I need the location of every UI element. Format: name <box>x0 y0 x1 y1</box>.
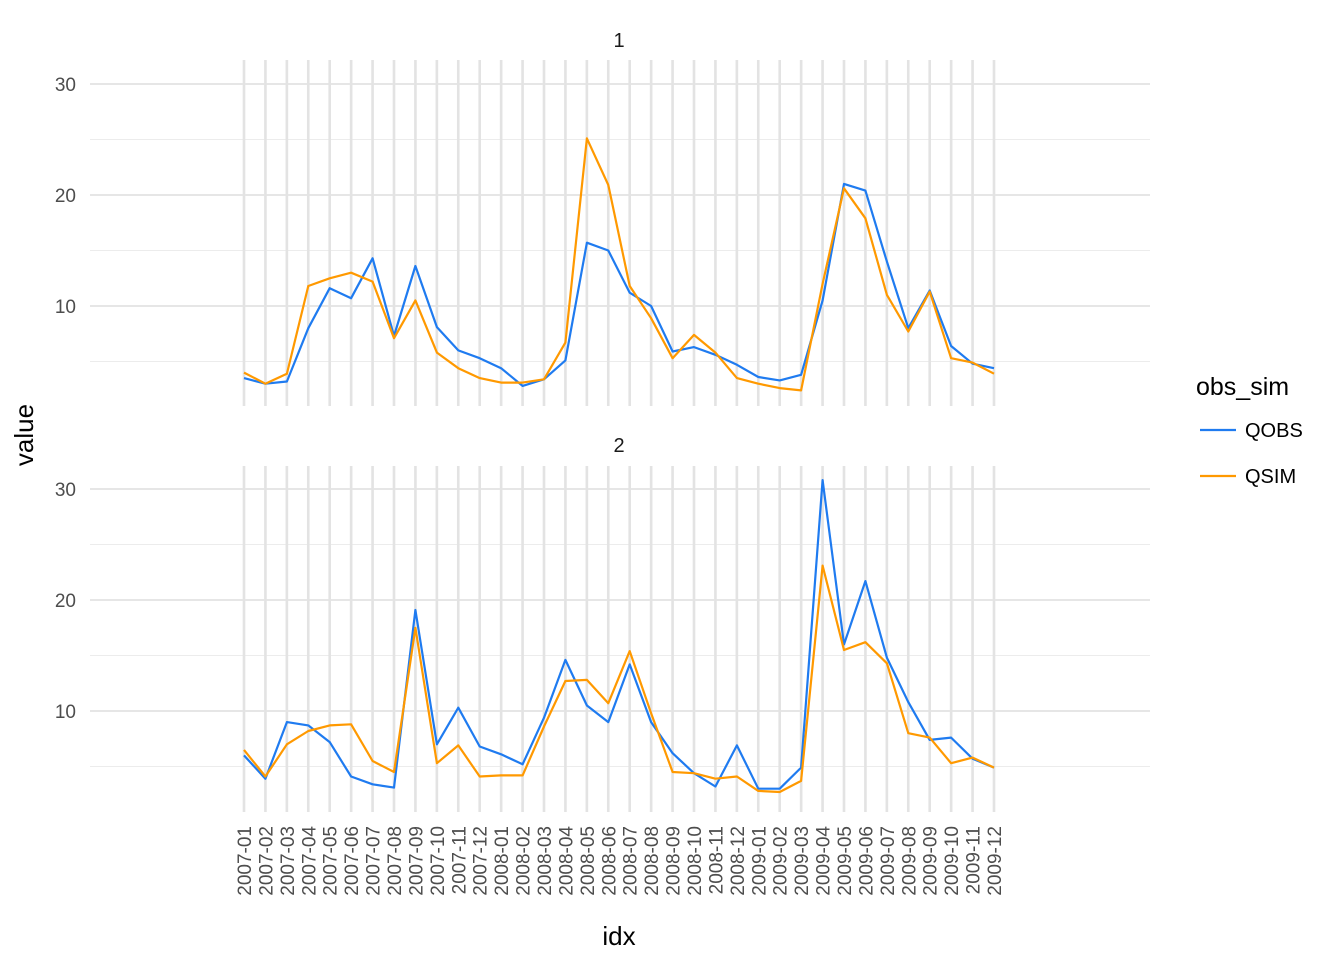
legend: obs_sim QOBS QSIM <box>1196 373 1303 488</box>
x-tick-label: 2007-11 <box>449 826 470 894</box>
x-axis: 2007-01 2007-02 2007-03 2007-04 2007-05 2007-… <box>235 826 1006 896</box>
x-tick-label: 2008-01 <box>492 826 513 896</box>
x-tick-label: 2008-09 <box>664 826 685 896</box>
panel-1: 1 10 20 30 <box>55 30 1150 406</box>
legend-label-qsim: QSIM <box>1245 466 1296 488</box>
x-tick-label: 2009-07 <box>878 826 899 896</box>
x-tick-label: 2007-01 <box>235 826 256 896</box>
series-line-qsim <box>243 137 995 392</box>
x-axis-title: idx <box>602 921 635 951</box>
y-tick-label: 10 <box>55 297 76 318</box>
x-tick-label: 2007-08 <box>385 826 406 896</box>
y-axis-title: value <box>9 404 39 466</box>
x-tick-label: 2008-12 <box>728 826 749 896</box>
panel-2: 2 10 20 30 <box>55 435 1150 812</box>
x-tick-label: 2009-05 <box>835 826 856 896</box>
series-line-qobs <box>243 479 995 790</box>
y-tick-label: 10 <box>55 702 76 723</box>
panel-strip-label: 2 <box>613 435 624 457</box>
x-tick-label: 2009-12 <box>985 826 1006 896</box>
x-tick-label: 2007-04 <box>299 826 320 896</box>
x-tick-label: 2007-03 <box>278 826 299 896</box>
x-tick-label: 2008-10 <box>685 826 706 896</box>
x-tick-label: 2008-06 <box>599 826 620 896</box>
x-tick-label: 2009-01 <box>749 826 770 896</box>
x-tick-label: 2008-04 <box>556 826 577 896</box>
panel-strip-label: 1 <box>613 30 624 52</box>
x-tick-label: 2007-06 <box>342 826 363 896</box>
x-tick-label: 2007-10 <box>428 826 449 896</box>
x-tick-label: 2007-05 <box>321 826 342 896</box>
x-tick-label: 2007-07 <box>364 826 385 896</box>
x-tick-label: 2009-09 <box>921 826 942 896</box>
x-tick-label: 2008-08 <box>642 826 663 896</box>
x-tick-label: 2009-02 <box>771 826 792 896</box>
x-tick-label: 2008-02 <box>514 826 535 896</box>
y-tick-label: 30 <box>55 480 76 501</box>
x-tick-label: 2009-03 <box>792 826 813 896</box>
x-tick-label: 2008-07 <box>621 826 642 896</box>
x-tick-label: 2008-05 <box>578 826 599 896</box>
y-tick-label: 30 <box>55 75 76 96</box>
x-tick-label: 2007-12 <box>471 826 492 896</box>
y-tick-label: 20 <box>55 591 76 612</box>
x-tick-label: 2009-08 <box>899 826 920 896</box>
x-tick-label: 2007-09 <box>406 826 427 896</box>
y-tick-label: 20 <box>55 186 76 207</box>
panels: 1 10 20 30 2 10 20 30 <box>55 30 1150 812</box>
x-tick-label: 2008-11 <box>706 826 727 894</box>
legend-label-qobs: QOBS <box>1245 420 1303 442</box>
series-line-qobs <box>243 182 995 387</box>
x-tick-label: 2007-02 <box>256 826 277 896</box>
x-tick-label: 2009-06 <box>856 826 877 896</box>
x-tick-label: 2009-10 <box>942 826 963 896</box>
series-line-qsim <box>243 564 995 794</box>
x-tick-label: 2009-11 <box>964 826 985 894</box>
legend-title: obs_sim <box>1196 373 1289 401</box>
x-tick-label: 2009-04 <box>814 826 835 896</box>
x-tick-label: 2008-03 <box>535 826 556 896</box>
